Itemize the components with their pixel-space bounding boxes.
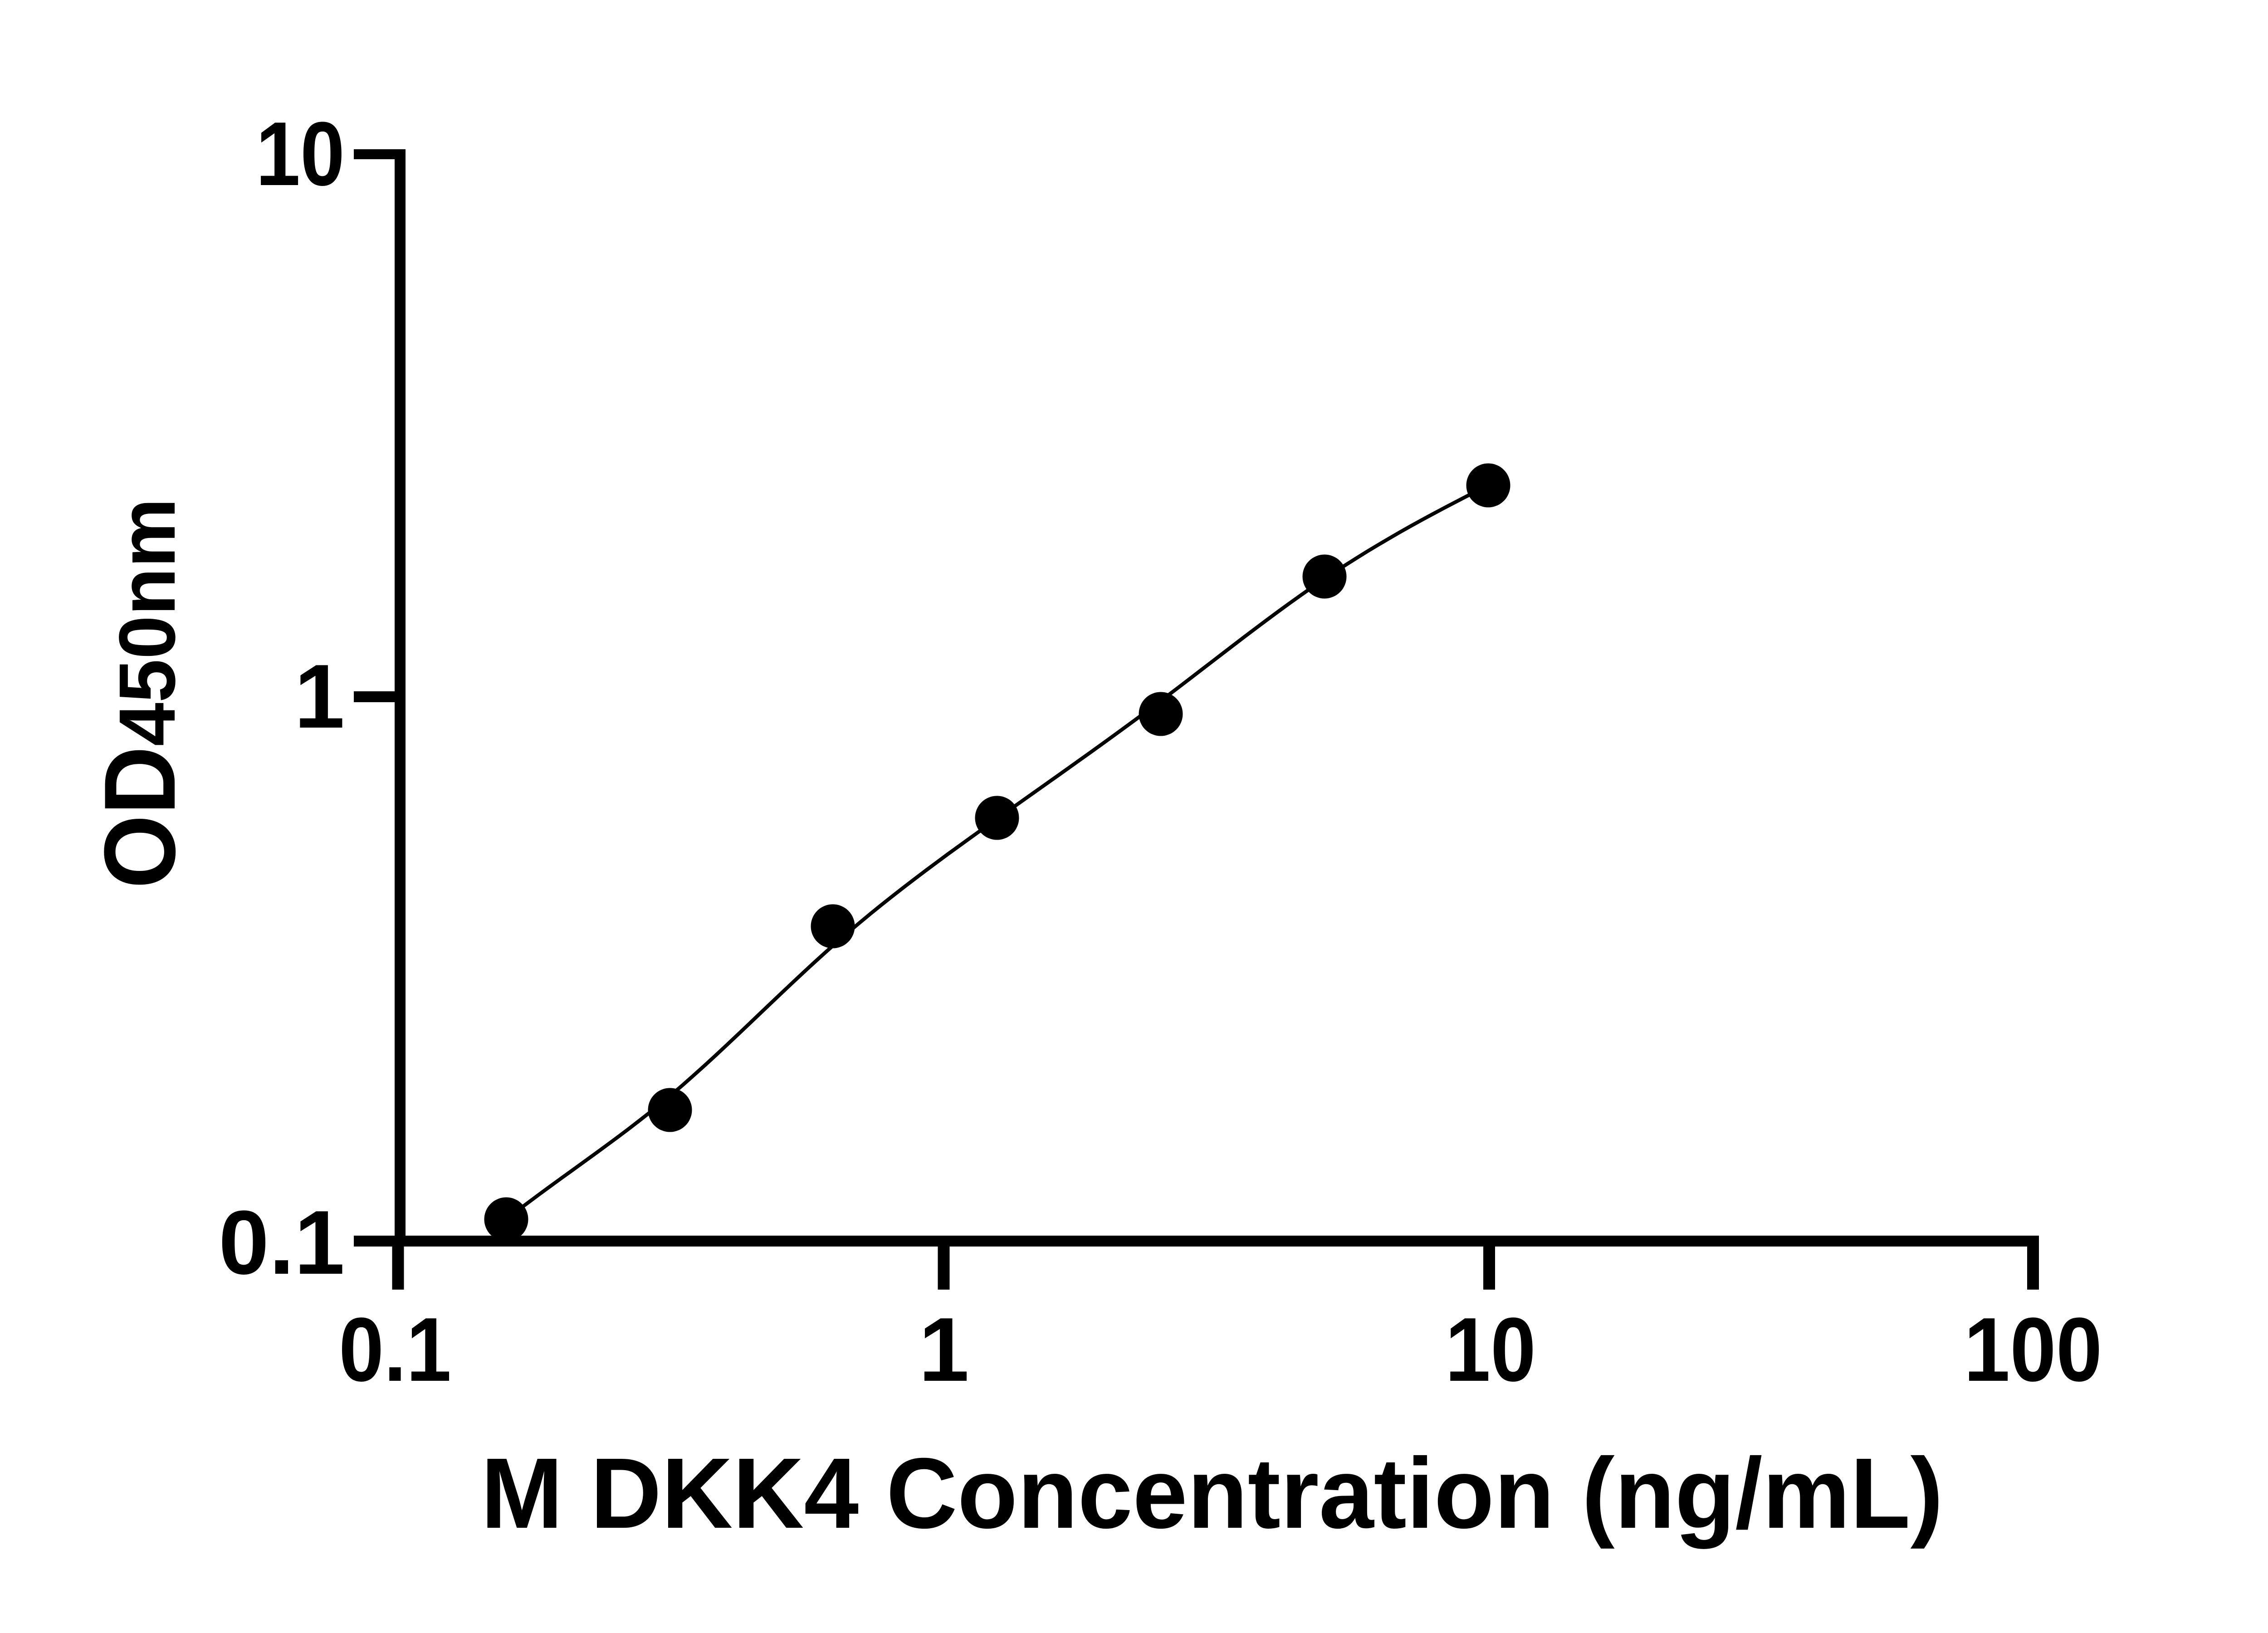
svg-text:10: 10	[1445, 1299, 1536, 1400]
svg-text:1: 1	[919, 1299, 969, 1400]
svg-text:100: 100	[1964, 1299, 2102, 1400]
svg-text:1: 1	[294, 646, 345, 747]
svg-text:10: 10	[256, 103, 345, 205]
svg-text:0.1: 0.1	[219, 1192, 345, 1293]
svg-text:OD450nm: OD450nm	[83, 498, 196, 889]
svg-text:0.1: 0.1	[339, 1299, 451, 1400]
svg-text:M DKK4 Concentration (ng/mL): M DKK4 Concentration (ng/mL)	[481, 1437, 1943, 1549]
